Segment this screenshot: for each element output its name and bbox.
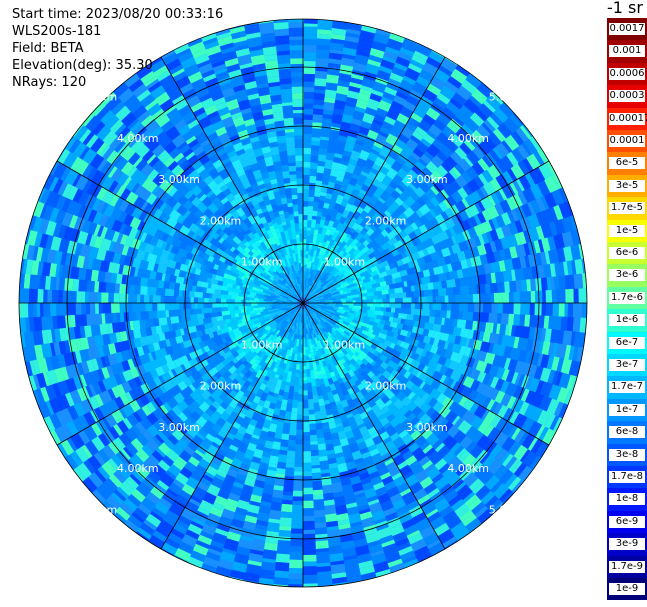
- colorbar-label: 3e-5: [609, 179, 645, 192]
- range-label: 5.00km: [489, 90, 531, 103]
- colorbar-segment: 0.00017: [607, 107, 647, 130]
- elevation-text: Elevation(deg): 35.30: [12, 58, 153, 73]
- colorbar-label: 3e-7: [609, 359, 645, 371]
- colorbar-label: 0.00017: [609, 112, 647, 125]
- colorbar-unit-label: -1 sr: [607, 0, 643, 17]
- colorbar-label: 1e-5: [609, 224, 645, 237]
- colorbar-label: 6e-9: [609, 515, 645, 528]
- colorbar-label: 1e-9: [609, 583, 645, 595]
- colorbar-label: 1e-7: [609, 403, 645, 416]
- colorbar-segment: 3e-5: [607, 174, 647, 198]
- range-label: 4.00km: [117, 462, 159, 475]
- colorbar-label: 1.7e-5: [609, 202, 645, 215]
- colorbar-segment: 3e-8: [607, 443, 647, 466]
- colorbar-segment: 0.0003: [607, 85, 647, 108]
- colorbar-label: 0.0001: [609, 135, 645, 147]
- instrument-name: WLS200s-181: [12, 24, 102, 39]
- colorbar-label: 6e-7: [609, 336, 645, 349]
- colorbar-segment: 1e-9: [607, 578, 647, 601]
- range-label: 5.00km: [76, 90, 118, 103]
- colorbar-label: 1.7e-9: [609, 560, 645, 573]
- azimuth-line: [160, 302, 304, 550]
- colorbar-segment: 0.0001: [607, 130, 647, 153]
- range-label: 5.00km: [76, 504, 118, 517]
- colorbar-label: 1e-8: [609, 493, 645, 506]
- info-panel: Start time: 2023/08/20 00:33:16 WLS200s-…: [12, 6, 223, 91]
- colorbar-segment: 1.7e-7: [607, 376, 647, 399]
- range-label: 4.00km: [447, 462, 489, 475]
- colorbar-segment: 6e-6: [607, 242, 647, 265]
- colorbar-segment: 6e-8: [607, 421, 647, 444]
- colorbar-segment: 1e-5: [607, 219, 647, 242]
- range-label: 2.00km: [365, 214, 407, 227]
- colorbar-label: 1.7e-7: [609, 381, 645, 394]
- colorbar-label: 3e-9: [609, 538, 645, 551]
- range-label: 3.00km: [158, 173, 200, 186]
- colorbar-segment: 6e-7: [607, 331, 647, 354]
- colorbar-label: 0.0003: [609, 90, 645, 103]
- colorbar-label: 6e-5: [609, 157, 645, 170]
- range-label: 4.00km: [447, 132, 489, 145]
- colorbar-label: 0.0017: [609, 23, 645, 35]
- azimuth-line: [302, 302, 550, 446]
- range-label: 4.00km: [117, 132, 159, 145]
- azimuth-line: [302, 302, 446, 550]
- colorbar-segment: 1.7e-5: [607, 197, 647, 220]
- azimuth-line: [56, 160, 304, 304]
- field-text: Field: BETA: [12, 41, 84, 56]
- ppi-data-cells: [19, 19, 587, 587]
- colorbar-label: 0.0006: [609, 67, 645, 80]
- azimuth-line: [302, 56, 446, 304]
- colorbar-label: 1.7e-6: [609, 291, 645, 304]
- colorbar-segment: 1.7e-8: [607, 466, 647, 489]
- colorbar-label: 6e-6: [609, 247, 645, 259]
- colorbar-segment: 6e-9: [607, 510, 647, 534]
- range-label: 2.00km: [200, 214, 242, 227]
- ppi-grid: [18, 18, 588, 588]
- start-time-text: Start time: 2023/08/20 00:33:16: [12, 7, 224, 22]
- range-label: 1.00km: [324, 256, 366, 269]
- colorbar-segment: 6e-5: [607, 152, 647, 175]
- colorbar-segment: 3e-7: [607, 354, 647, 377]
- colorbar-segment: 1.7e-6: [607, 286, 647, 310]
- colorbar-segment: 1e-6: [607, 309, 647, 332]
- range-label: 1.00km: [324, 338, 366, 351]
- azimuth-line: [160, 56, 304, 304]
- colorbar-label: 1e-6: [609, 314, 645, 327]
- range-label: 3.00km: [158, 421, 200, 434]
- range-label: 5.00km: [489, 504, 531, 517]
- range-label: 1.00km: [241, 256, 283, 269]
- colorbar-label: 6e-8: [609, 426, 645, 439]
- range-label: 3.00km: [406, 421, 448, 434]
- range-ring-labels: 1.00km 1.00km 1.00km 1.00km 2.00km 2.00km 2.00…: [76, 90, 531, 516]
- colorbar-segment: 1e-8: [607, 488, 647, 511]
- azimuth-line: [302, 160, 550, 304]
- colorbar-segment: 0.0017: [607, 18, 647, 41]
- colorbar-segment: 1e-7: [607, 398, 647, 422]
- colorbar-label: 1.7e-8: [609, 471, 645, 483]
- range-label: 2.00km: [365, 380, 407, 393]
- range-label: 1.00km: [241, 338, 283, 351]
- colorbar-segment: 1.7e-9: [607, 555, 647, 578]
- colorbar-segment: 3e-6: [607, 264, 647, 287]
- azimuth-line: [56, 302, 304, 446]
- colorbar-label: 3e-8: [609, 448, 645, 461]
- colorbar-segment: 0.0006: [607, 62, 647, 86]
- nrays-text: NRays: 120: [12, 75, 87, 90]
- colorbar-label: 0.001: [609, 45, 645, 58]
- range-label: 3.00km: [406, 173, 448, 186]
- colorbar-label: 3e-6: [609, 269, 645, 282]
- colorbar-segment: 3e-9: [607, 533, 647, 556]
- colorbar-segment: 0.001: [607, 40, 647, 63]
- range-label: 2.00km: [200, 380, 242, 393]
